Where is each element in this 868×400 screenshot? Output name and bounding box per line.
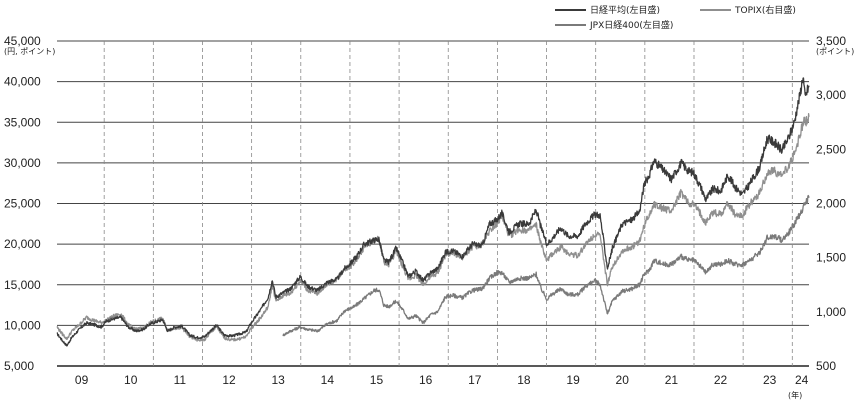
legend-label-nikkei: 日経平均(左目盛) [590,4,660,16]
right-axis-tick-label: 1,000 [816,305,846,319]
right-axis-tick-label: 500 [816,359,836,373]
left-axis-tick-label: 5,000 [4,359,34,373]
x-axis-tick-label: 18 [517,373,531,387]
right-axis-tick-label: 2,500 [816,142,846,156]
series-line-2 [56,113,810,342]
right-axis-tick-label: 1,500 [816,251,846,265]
left-axis-tick-labels: 5,000 10,000 15,000 20,000 25,000 30,000 35,00… [4,34,41,373]
x-axis-tick-label: 22 [714,373,728,387]
x-axis-tick-label: 11 [174,373,187,387]
left-axis-tick-label: 15,000 [4,278,41,292]
x-axis-tick-labels: 09 10 11 12 13 14 15 16 17 18 19 20 21 22 23 24 [75,373,809,387]
series-line-0 [56,77,810,347]
series-line-1 [282,194,810,337]
x-axis-unit-label: (年) [788,390,802,400]
legend-label-topix: TOPIX(右目盛) [734,4,796,16]
left-axis-tick-label: 40,000 [4,75,41,89]
left-axis-tick-label: 20,000 [4,237,41,251]
legend-label-jpx400: JPX日経400(左目盛) [589,19,673,31]
x-axis-tick-label: 20 [616,373,630,387]
left-axis-tick-label: 35,000 [4,115,41,129]
left-axis-unit-label: (円, ポイント) [4,47,55,56]
series-layer [56,77,810,347]
x-axis-tick-label: 10 [124,373,138,387]
right-axis-unit-label: (ポイント) [816,47,854,56]
x-axis-tick-label: 17 [468,373,482,387]
left-axis-tick-label: 10,000 [4,318,41,332]
x-axis-tick-label: 15 [370,373,384,387]
right-axis-tick-label: 2,000 [816,197,846,211]
x-axis-tick-label: 09 [75,373,89,387]
left-axis-tick-label: 30,000 [4,156,41,170]
left-axis-tick-label: 45,000 [4,34,41,48]
vertical-gridlines [103,41,793,366]
x-axis-tick-label: 19 [566,373,580,387]
x-axis-tick-label: 21 [665,373,679,387]
x-axis-tick-label: 13 [271,373,285,387]
x-axis-tick-label: 24 [795,373,809,387]
right-axis-tick-label: 3,000 [816,88,846,102]
left-axis-tick-label: 25,000 [4,197,41,211]
x-axis-tick-label: 16 [419,373,433,387]
right-axis-tick-label: 3,500 [816,34,846,48]
legend: 日経平均(左目盛) TOPIX(右目盛) JPX日経400(左目盛) [555,4,796,31]
x-axis-tick-label: 14 [321,373,335,387]
x-axis-tick-label: 12 [222,373,236,387]
x-axis-tick-label: 23 [763,373,777,387]
right-axis-tick-labels: 500 1,000 1,500 2,000 2,500 3,000 3,500 [816,34,846,373]
horizontal-gridlines [57,40,809,367]
